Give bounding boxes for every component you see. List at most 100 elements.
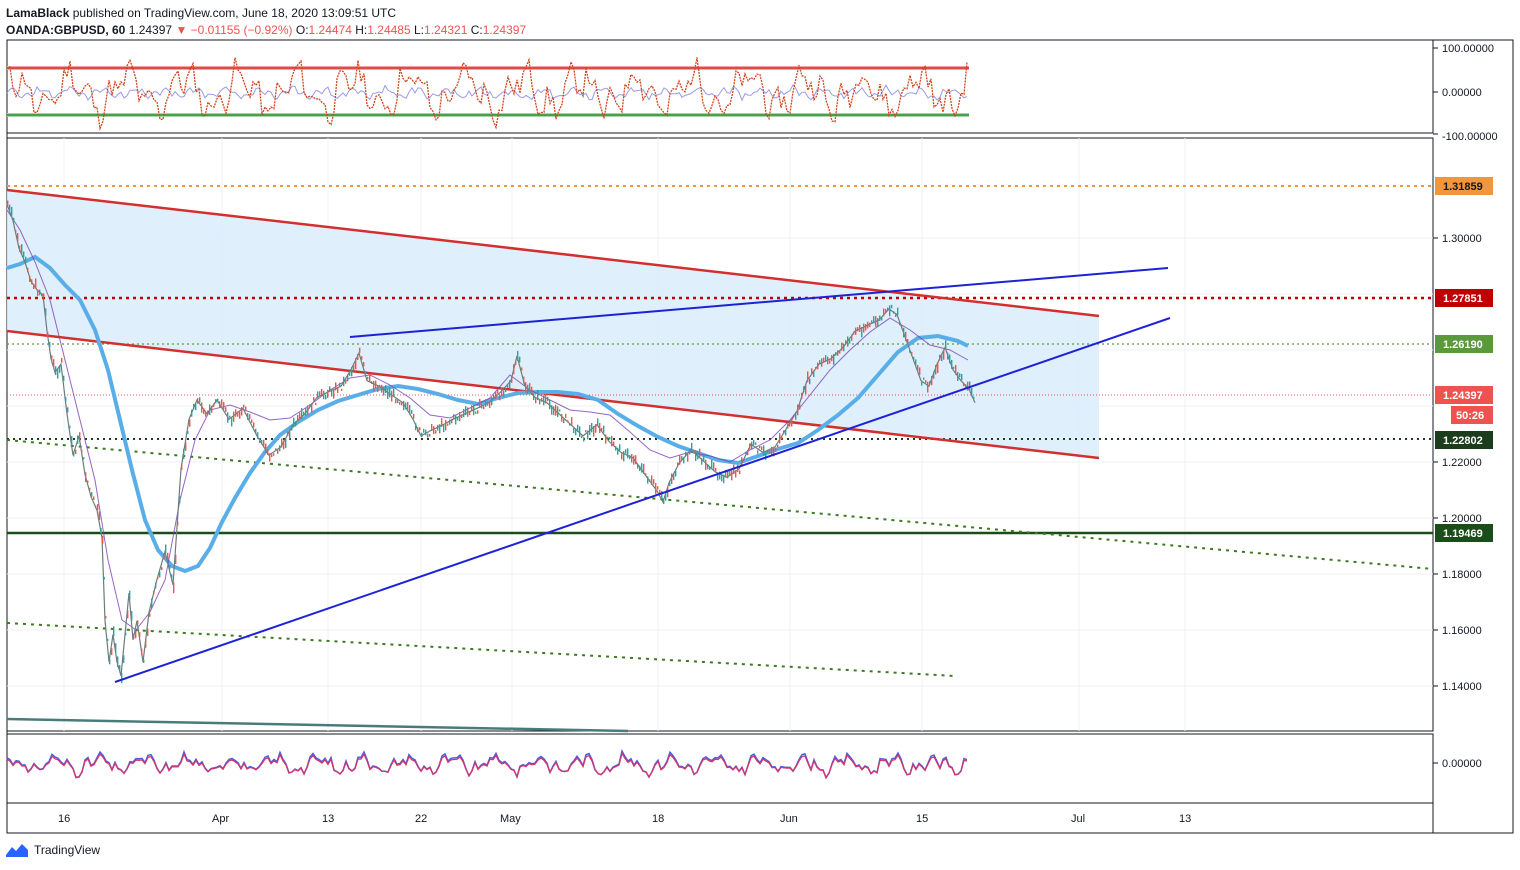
- candle-mark: [659, 489, 661, 495]
- close-value: 1.24397: [482, 23, 527, 37]
- candle-mark: [327, 389, 329, 399]
- candle-mark: [89, 487, 91, 491]
- candle-mark: [785, 429, 787, 436]
- candle-mark: [465, 406, 467, 416]
- candle-mark: [859, 324, 861, 332]
- blue-trendlines[interactable]: [114, 267, 1171, 683]
- candle-mark: [47, 332, 49, 338]
- support-resistance-levels[interactable]: [6, 185, 1434, 733]
- candle-mark: [635, 455, 637, 465]
- last-price: 1.24397: [128, 23, 173, 37]
- osc-tick-0: 0.00000: [1442, 87, 1482, 99]
- candle-mark: [687, 453, 689, 462]
- price-tick-130000: 1.30000: [1442, 233, 1482, 245]
- candle-mark: [551, 405, 553, 415]
- candle-mark: [693, 449, 695, 453]
- candle-mark: [705, 459, 707, 470]
- candle-mark: [243, 404, 245, 408]
- candle-mark: [369, 374, 371, 382]
- date-tick-apr: Apr: [212, 813, 229, 825]
- candle-mark: [963, 383, 965, 387]
- price-axis[interactable]: 100.00000 0.00000 -100.00000 1.30000 1.2…: [1433, 43, 1498, 770]
- author-name[interactable]: LamaBlack: [6, 6, 70, 20]
- candle-mark: [821, 358, 823, 367]
- candle-mark: [579, 426, 581, 437]
- candle-mark: [293, 417, 295, 427]
- candle-mark: [253, 422, 255, 428]
- candle-mark: [347, 374, 349, 382]
- candle-mark: [633, 455, 635, 465]
- candle-mark: [747, 449, 749, 456]
- candle-mark: [133, 633, 135, 639]
- candle-mark: [461, 414, 463, 418]
- candle-mark: [97, 504, 99, 511]
- candle-mark: [69, 425, 71, 429]
- candle-mark: [93, 496, 95, 500]
- candle-mark: [641, 463, 643, 473]
- candle-mark: [815, 366, 817, 370]
- candle-mark: [67, 407, 69, 413]
- candle-mark: [357, 354, 359, 360]
- candle-mark: [207, 410, 209, 413]
- date-tick-16: 16: [58, 813, 70, 825]
- candlestick-marks: [7, 200, 975, 684]
- candle-mark: [59, 365, 61, 373]
- candle-mark: [303, 411, 305, 416]
- candle-mark: [31, 279, 33, 285]
- candle-mark: [905, 331, 907, 342]
- candle-mark: [971, 388, 973, 397]
- candle-mark: [773, 446, 775, 457]
- candle-mark: [289, 431, 291, 440]
- open-label: O:: [295, 23, 309, 37]
- candle-mark: [885, 309, 887, 313]
- candle-mark: [17, 233, 19, 241]
- candle-mark: [533, 393, 535, 401]
- trend-blue-upper: [349, 267, 1169, 338]
- candle-mark: [113, 626, 115, 637]
- candle-mark: [397, 398, 399, 404]
- footer-branding[interactable]: TradingView: [6, 843, 100, 857]
- candle-mark: [183, 448, 185, 459]
- candle-mark: [811, 368, 813, 375]
- channel-lines[interactable]: [6, 188, 1100, 460]
- candle-mark: [277, 449, 279, 454]
- candle-mark: [35, 278, 37, 289]
- candle-mark: [553, 406, 555, 416]
- candle-mark: [867, 321, 869, 329]
- candle-mark: [871, 320, 873, 324]
- candle-mark: [435, 430, 437, 434]
- candle-mark: [469, 410, 471, 416]
- candle-mark: [639, 465, 641, 472]
- candle-mark: [361, 356, 363, 360]
- candle-mark: [519, 356, 521, 363]
- candle-mark: [535, 397, 537, 404]
- candle-mark: [541, 397, 543, 402]
- candle-mark: [143, 659, 145, 663]
- candle-mark: [389, 387, 391, 398]
- candle-mark: [695, 450, 697, 461]
- candle-mark: [611, 435, 613, 447]
- candle-mark: [55, 366, 57, 376]
- top-oscillator-pane: [6, 57, 969, 131]
- candle-mark: [305, 407, 307, 416]
- badge-126190-text: 1.26190: [1443, 339, 1483, 351]
- candle-mark: [737, 464, 739, 472]
- candle-mark: [597, 418, 599, 426]
- symbol-interval[interactable]: OANDA:GBPUSD, 60: [6, 23, 126, 37]
- bottom-oscillator-line-1: [6, 748, 968, 780]
- candle-mark: [425, 429, 427, 436]
- candle-mark: [221, 399, 223, 406]
- time-axis[interactable]: 16 Apr 13 22 May 18 Jun 15 Jul 13: [58, 813, 1191, 825]
- price-badges[interactable]: 1.31859 1.27851 1.26190 1.24397 50:26 1.…: [1435, 177, 1493, 542]
- candle-mark: [681, 456, 683, 460]
- candle-mark: [709, 466, 711, 470]
- candle-mark: [53, 359, 55, 368]
- candle-mark: [839, 350, 841, 354]
- candle-mark: [967, 381, 969, 391]
- candle-mark: [117, 656, 119, 668]
- candle-mark: [451, 418, 453, 424]
- candle-mark: [21, 244, 23, 255]
- candle-mark: [671, 473, 673, 484]
- date-tick-13-jul: 13: [1179, 813, 1191, 825]
